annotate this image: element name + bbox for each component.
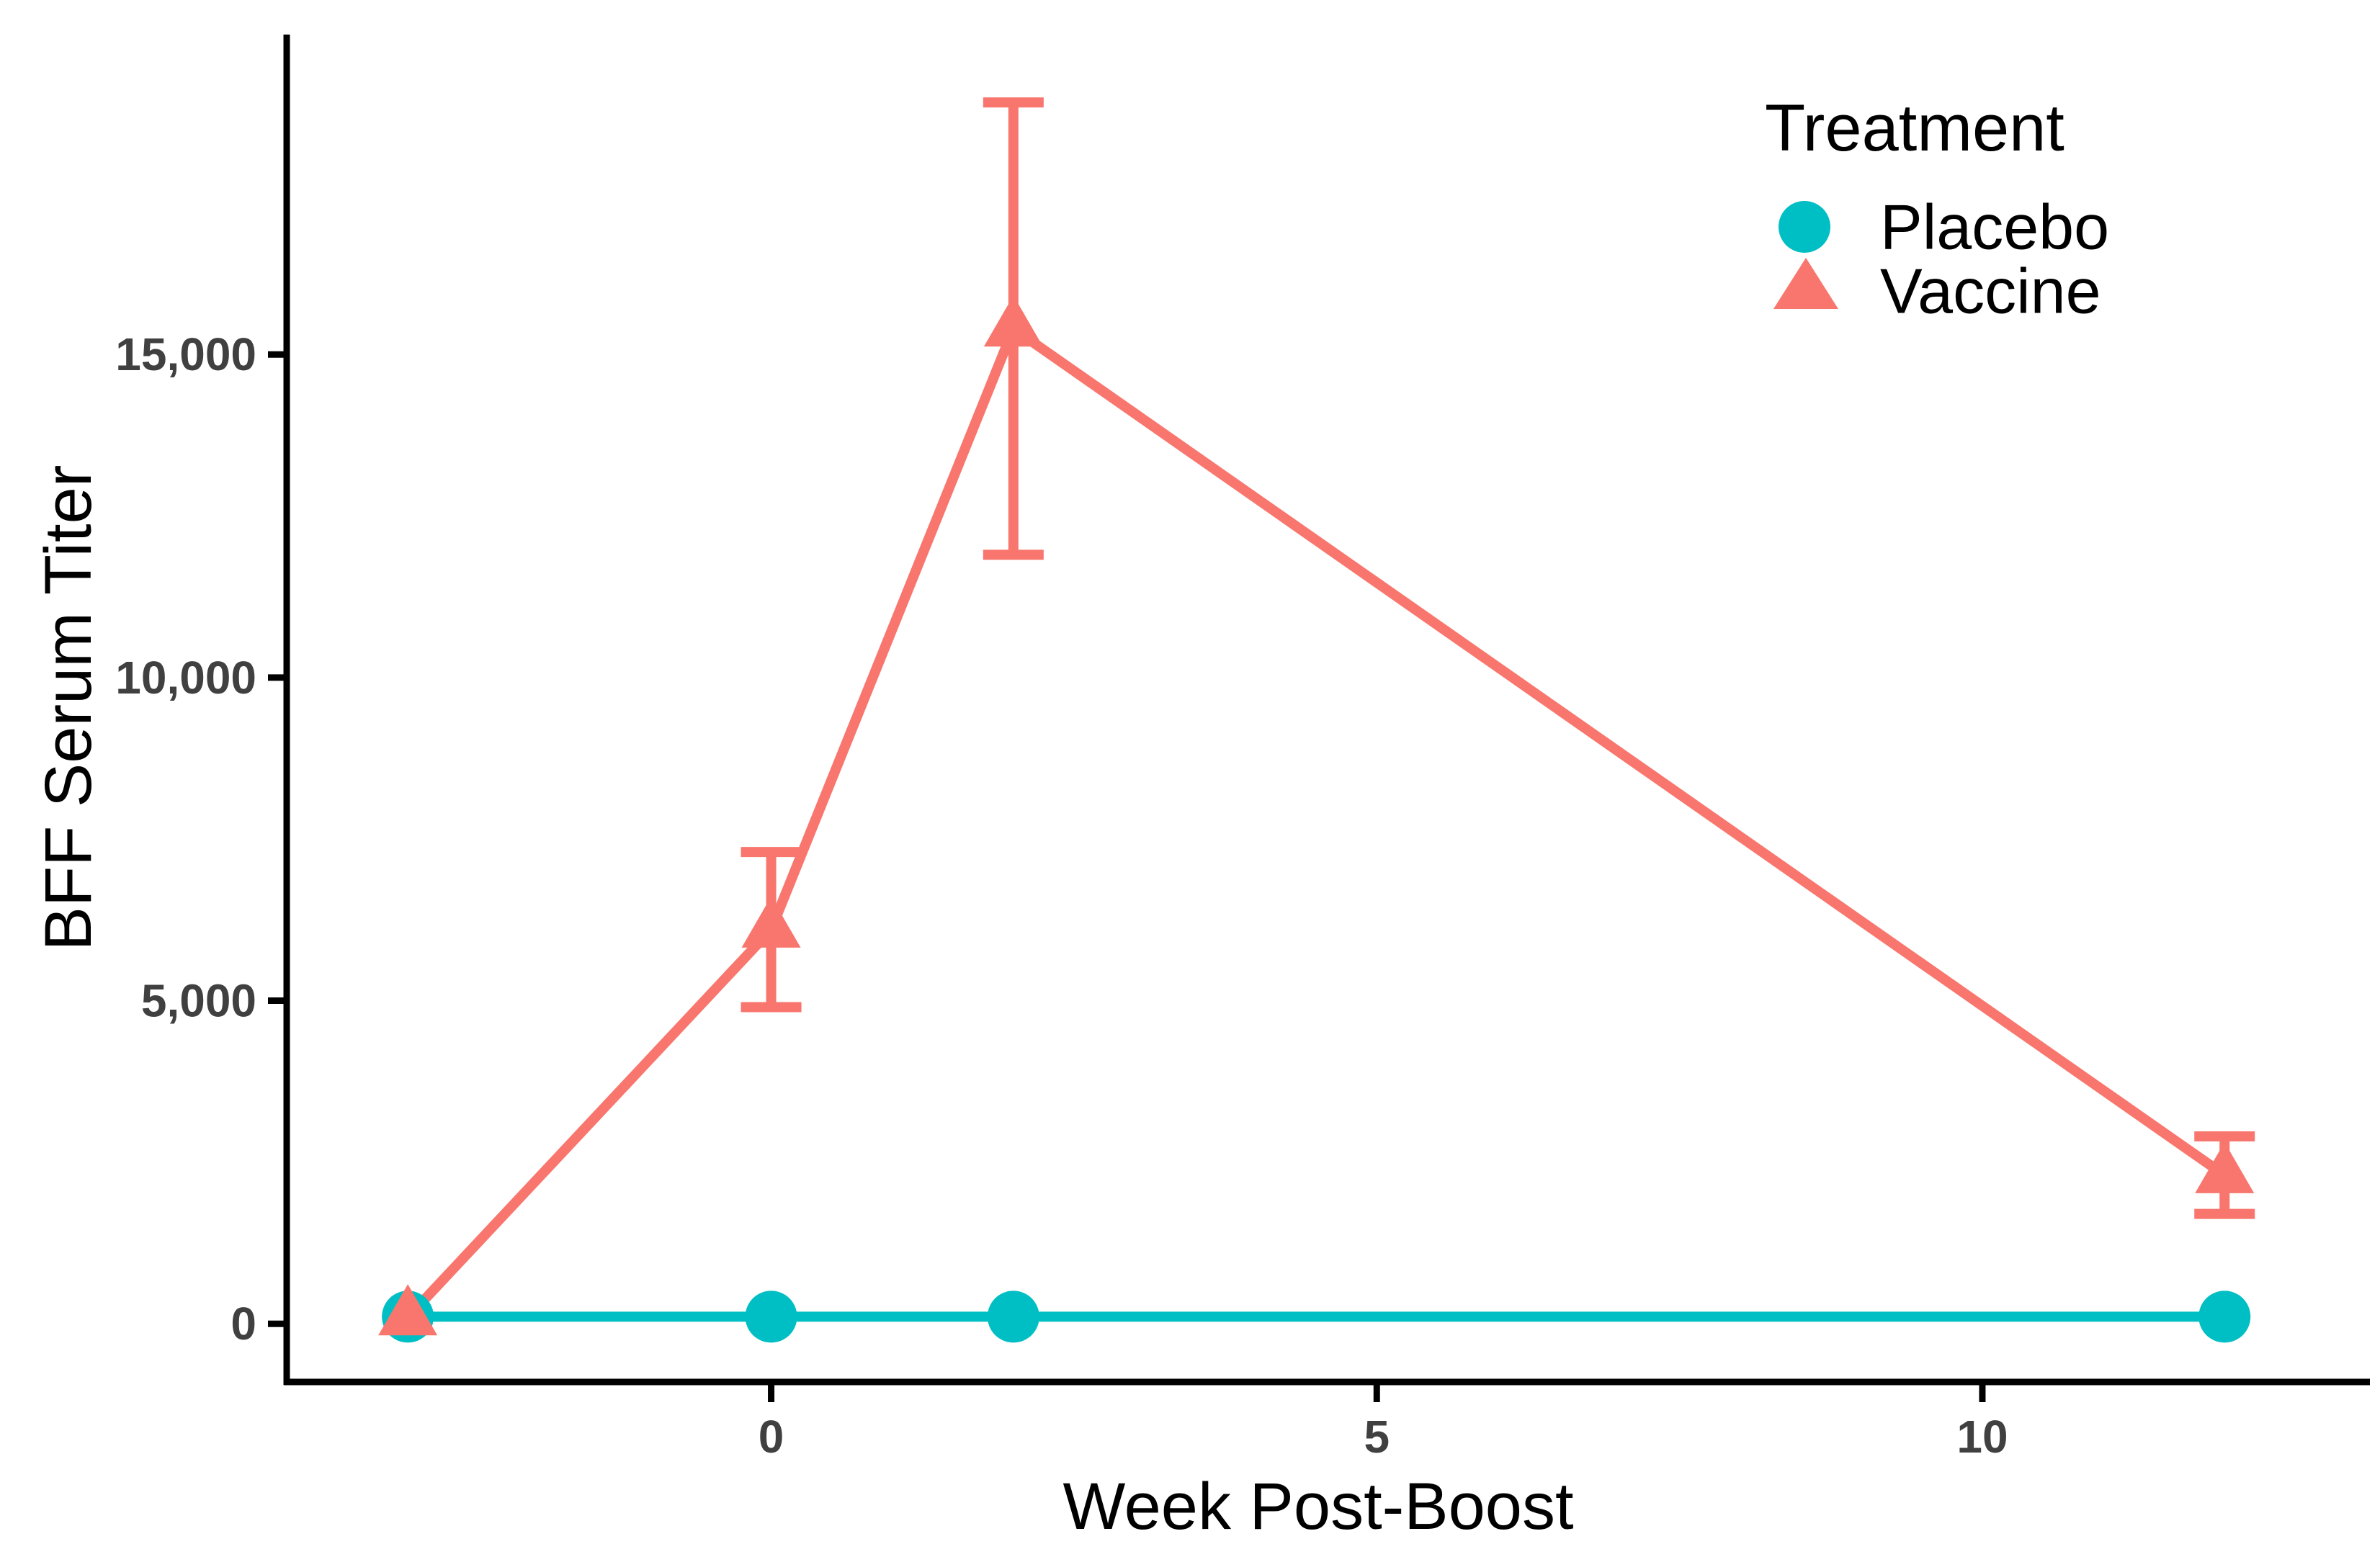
vaccine-line <box>403 323 2230 1323</box>
vaccine-triangle-icon <box>1773 258 1838 309</box>
legend-item-placebo: Placebo <box>1779 192 2109 263</box>
x-tick-label: 0 <box>759 1411 784 1463</box>
y-tick-label: 10,000 <box>115 652 256 704</box>
placebo-marker <box>987 1291 1039 1343</box>
y-tick-label: 15,000 <box>115 328 256 380</box>
legend-item-vaccine: Vaccine <box>1773 256 2101 327</box>
series-layer <box>378 97 2255 1343</box>
vaccine-marker <box>983 295 1043 347</box>
legend-title: Treatment <box>1765 91 2064 165</box>
x-tick-label: 5 <box>1364 1411 1390 1463</box>
legend-label-vaccine: Vaccine <box>1880 256 2101 327</box>
legend: Treatment Placebo Vaccine <box>1765 91 2109 327</box>
legend-label-placebo: Placebo <box>1880 192 2109 263</box>
placebo-marker <box>2198 1291 2251 1343</box>
vaccine-marker <box>378 1284 438 1336</box>
axes-layer: 0 5,000 10,000 15,000 0 5 10 <box>115 35 2370 1463</box>
placebo-marker <box>745 1291 797 1343</box>
y-tick-label: 5,000 <box>141 975 256 1027</box>
y-axis-title: BFF Serum Titer <box>32 465 105 951</box>
placebo-circle-icon <box>1779 201 1830 253</box>
x-tick-label: 10 <box>1956 1411 2008 1463</box>
x-axis-title: Week Post-Boost <box>1062 1470 1573 1543</box>
vaccine-marker <box>2195 1141 2255 1193</box>
vaccine-marker <box>741 896 801 948</box>
y-tick-label: 0 <box>231 1298 256 1350</box>
